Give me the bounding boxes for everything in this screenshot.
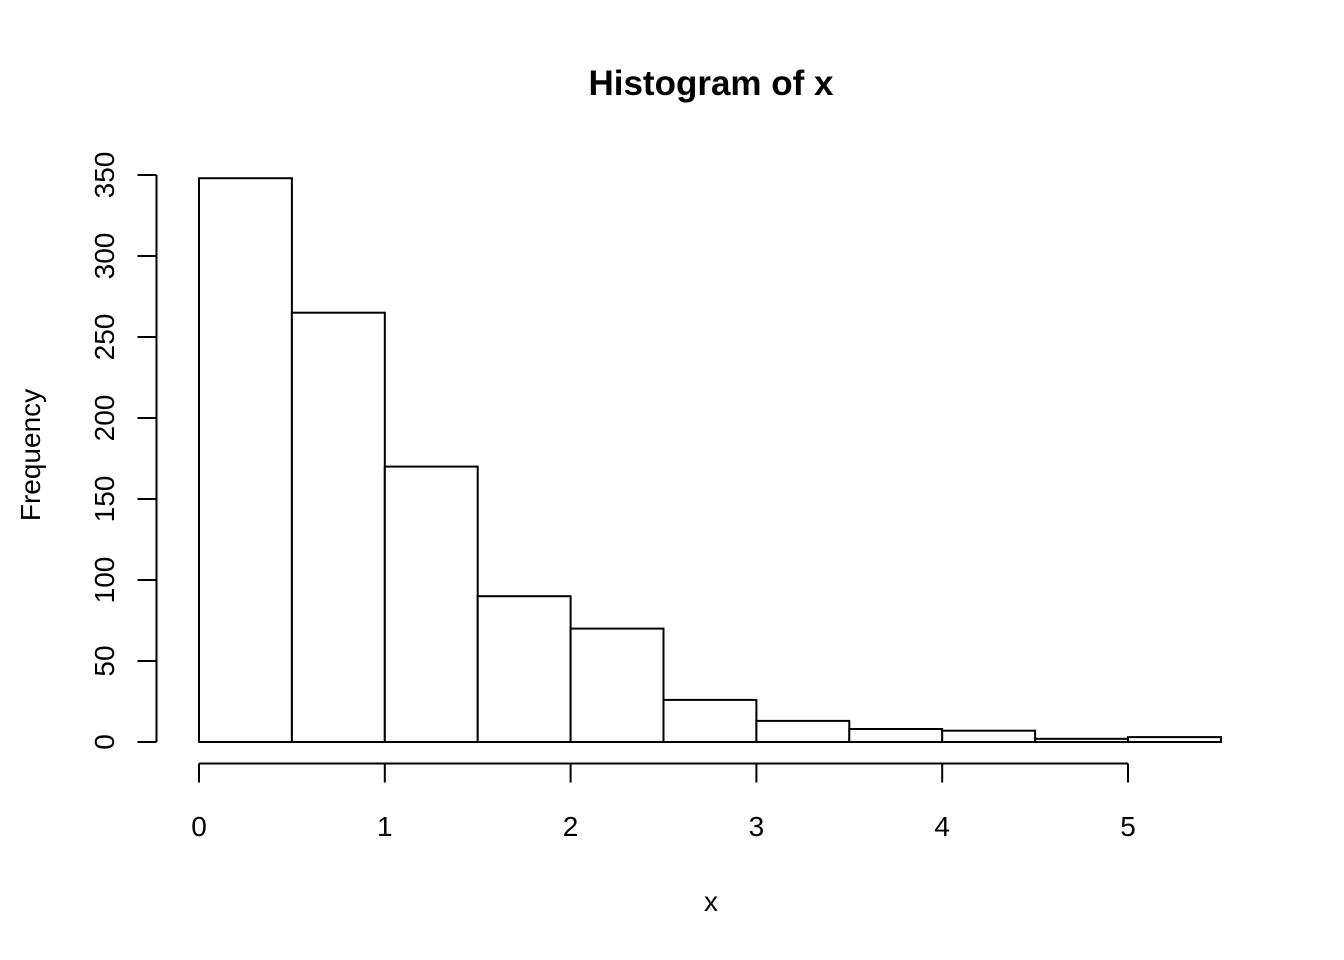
histogram-bar — [1127, 736, 1222, 743]
y-tick-label: 50 — [89, 645, 120, 676]
chart-title: Histogram of x — [588, 64, 834, 103]
y-tick-label: 300 — [89, 233, 120, 280]
x-tick-label: 4 — [934, 811, 950, 842]
histogram-bar — [476, 595, 572, 744]
x-tick-label: 1 — [377, 811, 393, 842]
x-tick-label: 0 — [191, 811, 207, 842]
y-tick-label: 0 — [89, 734, 120, 750]
histogram-bar — [941, 729, 1037, 744]
x-tick-label: 3 — [749, 811, 765, 842]
histogram-bar — [848, 728, 944, 743]
x-tick-label: 2 — [563, 811, 579, 842]
histogram-bar — [383, 465, 479, 743]
y-tick-label: 100 — [89, 557, 120, 604]
histogram-bar — [198, 177, 293, 743]
histogram-bar — [755, 719, 851, 744]
y-tick-label: 250 — [89, 314, 120, 361]
histogram-bar — [662, 698, 758, 744]
y-tick-label: 200 — [89, 395, 120, 442]
histogram-bar — [1034, 737, 1129, 743]
y-tick-label: 150 — [89, 476, 120, 523]
y-tick-label: 350 — [89, 152, 120, 199]
histogram-bars — [198, 177, 1222, 744]
histogram-bar — [290, 311, 386, 743]
x-axis-label: x — [704, 886, 718, 917]
x-axis: 0 1 2 3 4 5 — [191, 762, 1136, 842]
y-axis-label: Frequency — [15, 389, 46, 521]
y-axis: 0 50 100 150 200 250 300 350 — [89, 152, 158, 750]
histogram-bar — [569, 627, 665, 743]
x-tick-label: 5 — [1120, 811, 1136, 842]
